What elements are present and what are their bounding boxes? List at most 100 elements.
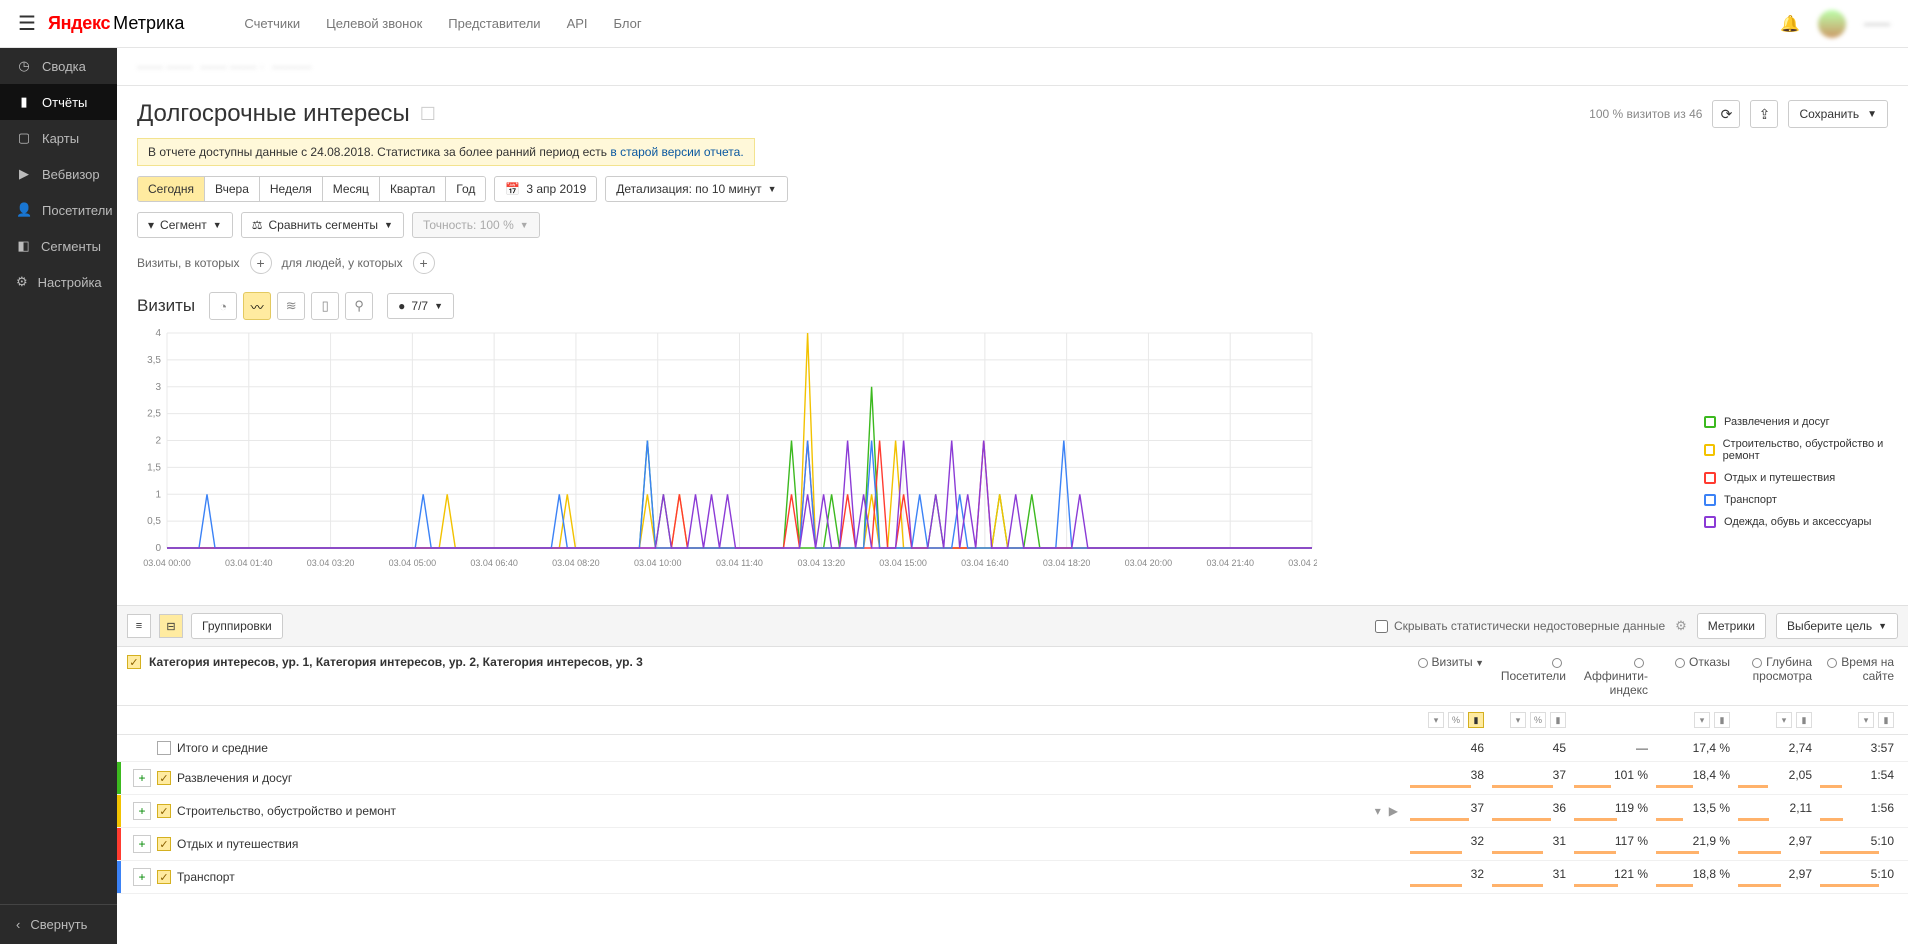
filter-icon[interactable]: ▾: [1776, 712, 1792, 728]
bookmark-icon[interactable]: ☐: [420, 104, 436, 125]
legend-Развлечения и досуг[interactable]: Развлечения и досуг: [1704, 416, 1888, 428]
hide-unreliable[interactable]: Скрывать статистически недостоверные дан…: [1375, 619, 1665, 633]
th-Глубина просмотра[interactable]: Глубина просмотра: [1734, 655, 1816, 697]
goal-dropdown[interactable]: Выберите цель ▼: [1776, 613, 1898, 639]
username[interactable]: ——: [1864, 16, 1890, 31]
cell: 32: [1406, 834, 1488, 854]
table-row: +Отдых и путешествия3231117 %21,9 %2,975…: [117, 828, 1908, 861]
sidebar-item-Сводка[interactable]: ◷Сводка: [0, 48, 117, 84]
th-Аффинити-индекс[interactable]: Аффинити-индекс: [1570, 655, 1652, 697]
bell-icon[interactable]: 🔔: [1780, 14, 1800, 34]
filter-icon[interactable]: %: [1448, 712, 1464, 728]
view-map[interactable]: ⚲: [345, 292, 373, 320]
row-label: Итого и средние: [177, 741, 268, 755]
filter-icon[interactable]: ▾: [1510, 712, 1526, 728]
topnav-Представители[interactable]: Представители: [448, 16, 540, 31]
logo-metrika: Метрика: [113, 13, 184, 34]
sidebar-collapse[interactable]: ‹ Свернуть: [0, 904, 117, 944]
period-Год[interactable]: Год: [446, 177, 485, 201]
row-checkbox[interactable]: [157, 741, 171, 755]
filter-icon[interactable]: %: [1530, 712, 1546, 728]
sidebar-item-Отчёты[interactable]: ▮Отчёты: [0, 84, 117, 120]
row-checkbox[interactable]: [157, 837, 171, 851]
add-filter1[interactable]: +: [250, 252, 272, 274]
filter-icon[interactable]: ▮: [1550, 712, 1566, 728]
select-all[interactable]: [127, 655, 141, 669]
svg-text:03.04 10:00: 03.04 10:00: [634, 558, 682, 568]
detail-dropdown[interactable]: Детализация: по 10 минут ▼: [605, 176, 787, 202]
sidebar-item-Вебвизор[interactable]: ▶Вебвизор: [0, 156, 117, 192]
period-Квартал[interactable]: Квартал: [380, 177, 446, 201]
period-Сегодня[interactable]: Сегодня: [138, 177, 205, 201]
period-Месяц[interactable]: Месяц: [323, 177, 380, 201]
filter-icon[interactable]: ▮: [1796, 712, 1812, 728]
topnav-Счетчики[interactable]: Счетчики: [244, 16, 300, 31]
svg-text:03.04 03:20: 03.04 03:20: [307, 558, 355, 568]
row-checkbox[interactable]: [157, 771, 171, 785]
cell: 1:54: [1816, 768, 1898, 788]
filter-icon[interactable]: ▮: [1878, 712, 1894, 728]
topnav-API[interactable]: API: [567, 16, 588, 31]
refresh-button[interactable]: ⟳: [1712, 100, 1740, 128]
hamburger-icon[interactable]: ☰: [18, 11, 36, 36]
date-picker[interactable]: 📅 3 апр 2019: [494, 176, 597, 202]
notice-link[interactable]: в старой версии отчета.: [610, 145, 743, 159]
cell: 119 %: [1570, 801, 1652, 821]
filter-icon[interactable]: ▾: [1694, 712, 1710, 728]
expand-row[interactable]: +: [133, 835, 151, 853]
expand-row[interactable]: +: [133, 802, 151, 820]
filter-icon[interactable]: ▾: [1428, 712, 1444, 728]
add-filter2[interactable]: +: [413, 252, 435, 274]
legend-Отдых и путешествия[interactable]: Отдых и путешествия: [1704, 472, 1888, 484]
compare-button[interactable]: ⚖ Сравнить сегменты ▼: [241, 212, 404, 238]
period-Вчера[interactable]: Вчера: [205, 177, 260, 201]
cell: 2,74: [1734, 741, 1816, 755]
filter-icon[interactable]: ▾: [1858, 712, 1874, 728]
precision-dropdown[interactable]: Точность: 100 % ▼: [412, 212, 540, 238]
th-Посетители[interactable]: Посетители: [1488, 655, 1570, 697]
legend-Строительство, обустройство и ремонт[interactable]: Строительство, обустройство и ремонт: [1704, 438, 1888, 462]
th-Время на сайте[interactable]: Время на сайте: [1816, 655, 1898, 697]
gear-icon[interactable]: ⚙: [1675, 618, 1687, 634]
sidebar-item-Настройка[interactable]: ⚙Настройка: [0, 264, 117, 300]
table-row: +Строительство, обустройство и ремонт▾▶3…: [117, 795, 1908, 828]
sidebar-item-Карты[interactable]: ▢Карты: [0, 120, 117, 156]
cell: 13,5 %: [1652, 801, 1734, 821]
period-group: СегодняВчераНеделяМесяцКварталГод: [137, 176, 486, 202]
play-icon[interactable]: ▶: [1389, 804, 1398, 818]
export-button[interactable]: ⇪: [1750, 100, 1778, 128]
save-button[interactable]: Сохранить▼: [1788, 100, 1888, 128]
topnav-Целевой звонок[interactable]: Целевой звонок: [326, 16, 422, 31]
series-count[interactable]: ● 7/7 ▼: [387, 293, 454, 319]
groupings-button[interactable]: Группировки: [191, 613, 283, 639]
filter-icon[interactable]: ▮: [1714, 712, 1730, 728]
row-checkbox[interactable]: [157, 870, 171, 884]
sidebar-item-Сегменты[interactable]: ◧Сегменты: [0, 228, 117, 264]
expand-row[interactable]: +: [133, 868, 151, 886]
sidebar-item-Посетители[interactable]: 👤Посетители: [0, 192, 117, 228]
view-pie[interactable]: ◔: [209, 292, 237, 320]
metrics-button[interactable]: Метрики: [1697, 613, 1766, 639]
svg-text:0: 0: [155, 543, 161, 554]
topnav-Блог[interactable]: Блог: [614, 16, 642, 31]
legend-Одежда, обувь и аксессуары[interactable]: Одежда, обувь и аксессуары: [1704, 516, 1888, 528]
th-Визиты[interactable]: Визиты: [1406, 655, 1488, 697]
filter2-label: для людей, у которых: [282, 256, 403, 270]
cell: —: [1570, 741, 1652, 755]
view-bar[interactable]: ▯: [311, 292, 339, 320]
avatar[interactable]: [1818, 10, 1846, 38]
segment-button[interactable]: ▾ Сегмент ▼: [137, 212, 233, 238]
period-Неделя[interactable]: Неделя: [260, 177, 323, 201]
dimension-header: Категория интересов, ур. 1, Категория ин…: [149, 655, 643, 669]
view-line[interactable]: 〰: [243, 292, 271, 320]
th-Отказы[interactable]: Отказы: [1652, 655, 1734, 697]
filter-icon[interactable]: ▮: [1468, 712, 1484, 728]
view-area[interactable]: ≋: [277, 292, 305, 320]
filter-icon[interactable]: ▾: [1375, 804, 1381, 818]
view-tree[interactable]: ⊟: [159, 614, 183, 638]
row-checkbox[interactable]: [157, 804, 171, 818]
view-list[interactable]: ≡: [127, 614, 151, 638]
legend-Транспорт[interactable]: Транспорт: [1704, 494, 1888, 506]
logo[interactable]: Яндекс Метрика: [48, 13, 184, 34]
expand-row[interactable]: +: [133, 769, 151, 787]
